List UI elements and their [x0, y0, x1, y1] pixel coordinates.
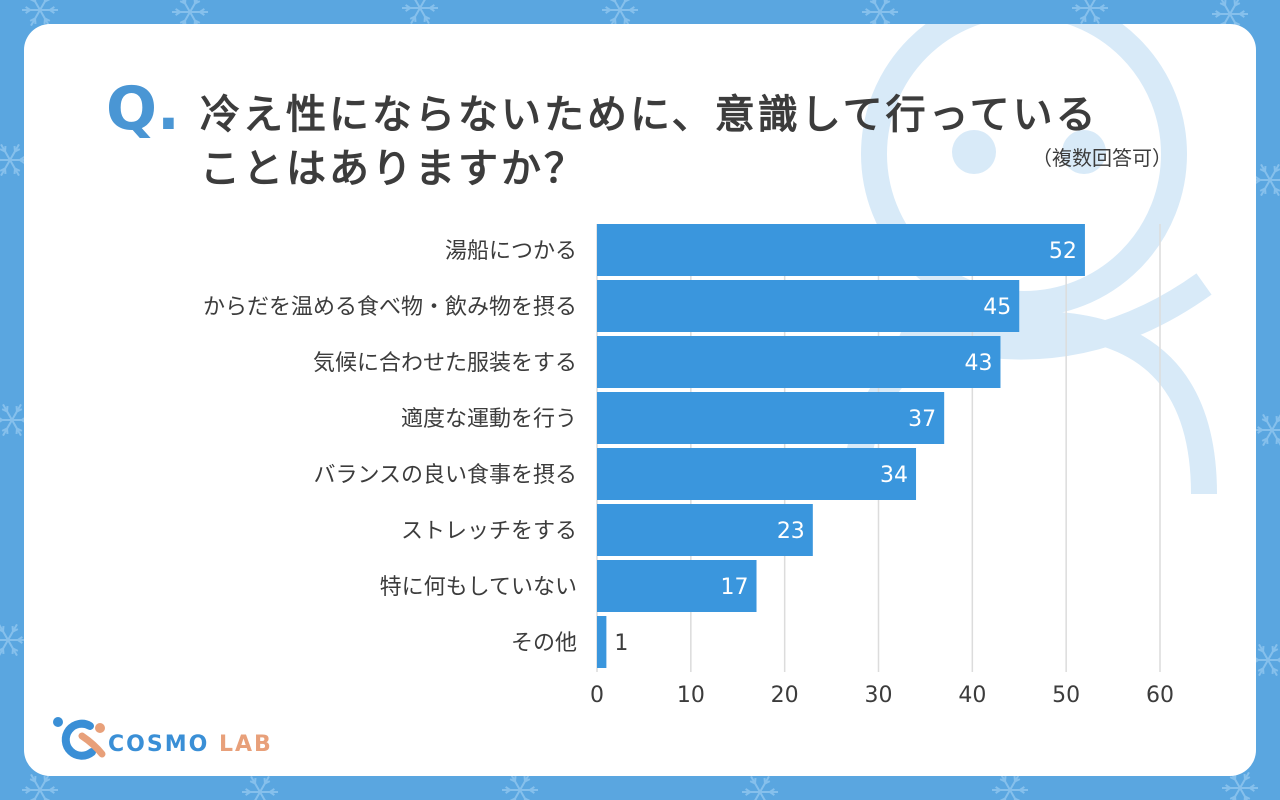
chart-card: Q. 冷え性にならないために、意識して行っている ことはありますか？ （複数回答…: [24, 24, 1256, 776]
brand-name-part1: COSMO: [108, 732, 210, 757]
data-label: 43: [964, 351, 992, 376]
cosmo-lab-logo-icon: [53, 717, 106, 760]
snowflake-icon: [992, 773, 1028, 800]
data-label: 23: [777, 519, 805, 544]
x-tick-label: 20: [771, 683, 799, 708]
category-label: 湯船につかる: [445, 239, 577, 264]
bar: [597, 392, 945, 444]
snowflake-icon: [402, 0, 438, 25]
snowflake-icon: [0, 403, 30, 437]
snowflake-icon: [602, 0, 638, 27]
x-tick-label: 10: [677, 683, 705, 708]
category-label: バランスの良い食事を摂る: [313, 463, 577, 488]
bar: [597, 336, 1001, 388]
data-label: 1: [614, 631, 628, 656]
category-label: 気候に合わせた服装をする: [313, 351, 577, 376]
snowflake-icon: [862, 0, 898, 29]
chart-title-line-2: ことはありますか？: [200, 146, 587, 192]
bar-chart: 湯船につかる 52 からだを温める食べ物・飲み物を摂る 45 気候に合わせた服装をする 4…: [203, 224, 1174, 708]
bar: [597, 224, 1085, 276]
snowflake-icon: [1222, 771, 1258, 800]
bar: [597, 616, 607, 668]
snowflake-icon: [502, 773, 538, 800]
question-mark-label: Q.: [106, 74, 180, 144]
bar: [597, 280, 1020, 332]
snowflake-icon: [22, 773, 58, 800]
snowflake-icon: [1072, 0, 1108, 25]
data-label: 37: [908, 407, 936, 432]
snowflake-icon: [1252, 163, 1280, 197]
bar: [597, 504, 813, 556]
snowflake-icon: [742, 775, 778, 800]
bar: [597, 448, 917, 500]
category-label: 適度な運動を行う: [401, 407, 577, 432]
x-tick-label: 30: [865, 683, 893, 708]
data-label: 52: [1049, 239, 1077, 264]
chart-title-line-1: 冷え性にならないために、意識して行っている: [200, 92, 1099, 138]
brand-name: COSMO LAB: [108, 732, 273, 757]
brand-name-part2: LAB: [218, 732, 273, 757]
snowflake-icon: [1250, 643, 1280, 677]
category-label: その他: [511, 631, 577, 656]
x-tick-label: 60: [1146, 683, 1174, 708]
snowflake-icon: [22, 0, 58, 27]
x-tick-label: 40: [958, 683, 986, 708]
snowflake-icon: [0, 623, 26, 657]
category-label: 特に何もしていない: [380, 575, 577, 600]
x-tick-label: 50: [1052, 683, 1080, 708]
multiple-answer-note: （複数回答可）: [1032, 146, 1172, 170]
category-label: ストレッチをする: [401, 519, 577, 544]
snowflake-icon: [1254, 413, 1280, 447]
data-label: 45: [983, 295, 1011, 320]
snowflake-icon: [172, 0, 208, 29]
category-label: からだを温める食べ物・飲み物を摂る: [203, 295, 577, 320]
bar: [597, 560, 757, 612]
data-label: 34: [880, 463, 908, 488]
data-label: 17: [721, 575, 749, 600]
x-tick-label: 0: [590, 683, 604, 708]
snowflake-icon: [242, 775, 278, 800]
